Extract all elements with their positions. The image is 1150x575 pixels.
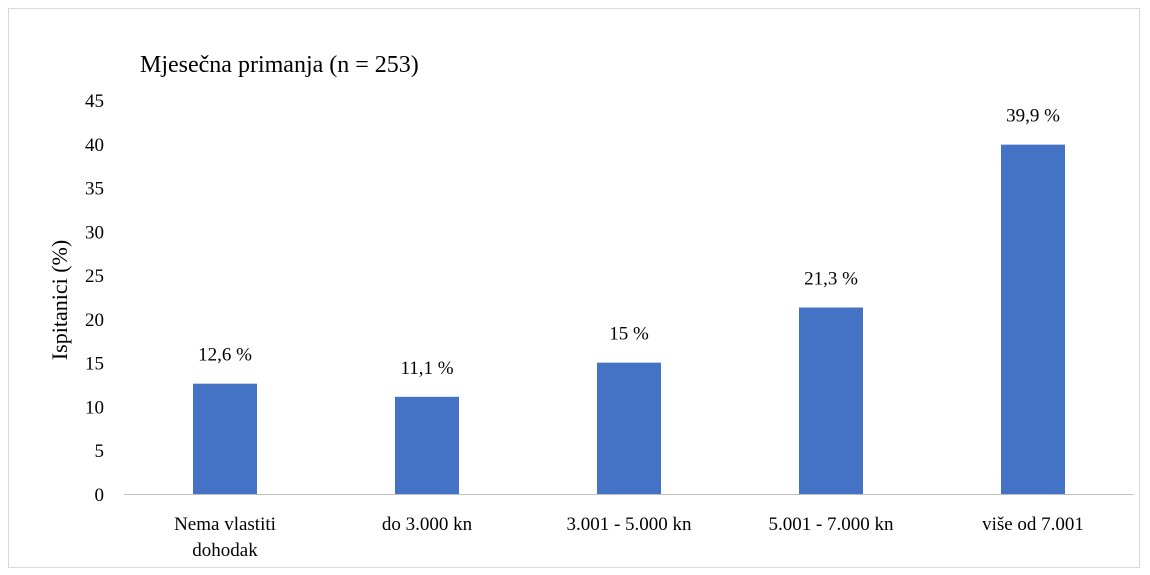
bar	[395, 396, 459, 494]
y-tick-label: 35	[85, 179, 104, 200]
y-tick-label: 45	[85, 91, 104, 112]
y-tick-label: 40	[85, 135, 104, 156]
y-tick-label: 30	[85, 222, 104, 243]
y-axis-ticks: 0 5 10 15 20 25 30 35 40 45	[85, 91, 104, 506]
data-label: 39,9 %	[1006, 106, 1060, 127]
x-tick-label-line: 3.001 - 5.000 kn	[566, 514, 692, 535]
bar	[1001, 144, 1065, 495]
x-tick-label-line: do 3.000 kn	[382, 514, 473, 535]
x-tick-label-line: Nema vlastiti	[174, 514, 276, 535]
data-label: 21,3 %	[804, 269, 858, 290]
y-tick-label: 25	[85, 266, 104, 287]
y-tick-label: 5	[95, 441, 105, 462]
x-tick-label: više od 7.001	[982, 514, 1084, 535]
data-label: 15 %	[609, 324, 649, 345]
x-tick-label-line: dohodak	[192, 540, 258, 561]
bar	[193, 383, 257, 494]
x-tick-label: 3.001 - 5.000 kn	[566, 514, 692, 535]
y-axis-title: Ispitanici (%)	[47, 240, 72, 360]
data-label: 11,1 %	[400, 358, 453, 379]
x-axis-labels: Nema vlastiti dohodak do 3.000 kn 3.001 - 5…	[174, 514, 1084, 561]
data-label: 12,6 %	[198, 345, 252, 366]
data-labels: 12,6 % 11,1 % 15 % 21,3 % 39,9 %	[198, 106, 1060, 379]
bars	[193, 144, 1065, 495]
y-tick-label: 15	[85, 354, 104, 375]
x-tick-label-line: 5.001 - 7.000 kn	[768, 514, 894, 535]
bar	[597, 362, 661, 494]
chart-title: Mjesečna primanja (n = 253)	[140, 52, 419, 78]
y-tick-label: 0	[95, 485, 105, 506]
x-tick-label: Nema vlastiti dohodak	[174, 514, 276, 561]
bar	[799, 307, 863, 494]
x-tick-label-line: više od 7.001	[982, 514, 1084, 535]
y-tick-label: 10	[85, 397, 104, 418]
y-tick-label: 20	[85, 310, 104, 331]
x-tick-label: 5.001 - 7.000 kn	[768, 514, 894, 535]
x-tick-label: do 3.000 kn	[382, 514, 473, 535]
